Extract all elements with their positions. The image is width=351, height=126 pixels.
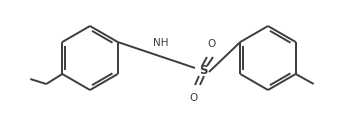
Text: O: O bbox=[189, 93, 197, 103]
Text: O: O bbox=[207, 39, 215, 49]
Text: NH: NH bbox=[153, 39, 168, 49]
Text: S: S bbox=[199, 65, 207, 77]
